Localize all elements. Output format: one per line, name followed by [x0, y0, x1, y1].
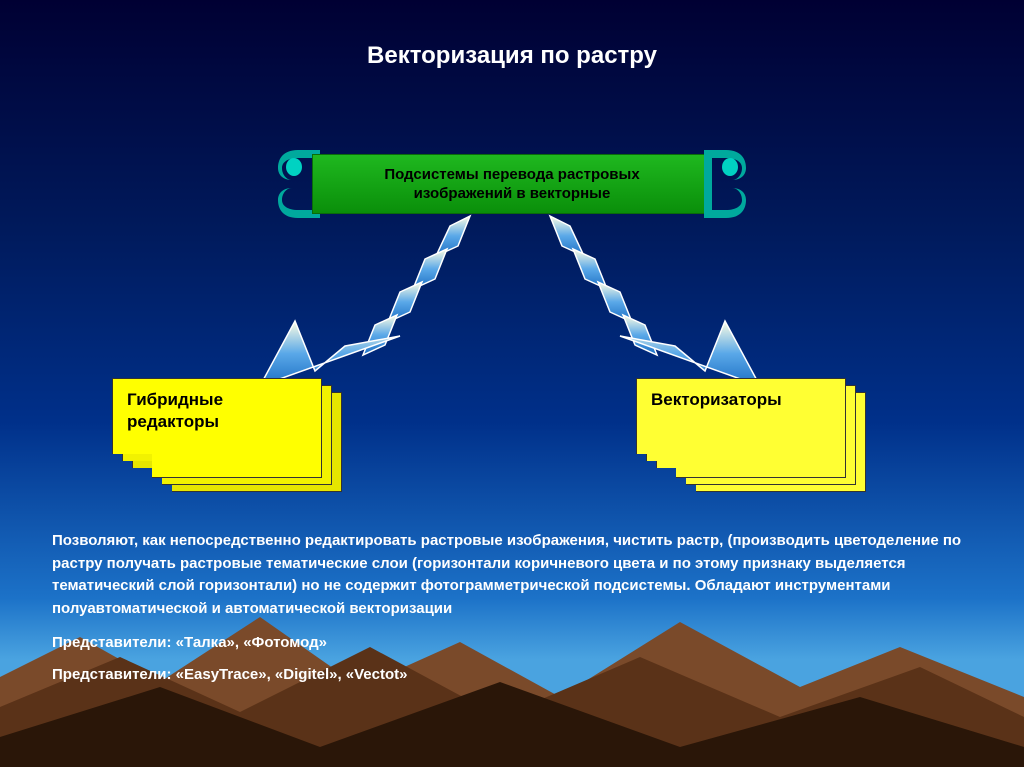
card-left-label: Гибридные редакторы [127, 389, 311, 433]
scroll-cap-right-icon [704, 150, 748, 218]
slide: Векторизация по растру Подсистемы перево… [0, 0, 1024, 767]
scroll-line1: Подсистемы перевода растровых [384, 165, 639, 185]
arrow-right-icon [540, 216, 820, 386]
paragraph-2: Представители: «Талка», «Фотомод» [52, 632, 972, 655]
card-stack-right: Векторизаторы [636, 378, 866, 496]
arrow-left-icon [200, 216, 480, 386]
paragraph-1: Позволяют, как непосредственно редактиро… [52, 530, 972, 620]
card-stack-left: Гибридные редакторы [112, 378, 342, 496]
card-right-label: Векторизаторы [651, 389, 835, 411]
scroll-line2: изображений в векторные [414, 184, 611, 204]
paragraph-3: Представители: «EasyTrace», «Digitel», «… [52, 664, 972, 687]
scroll-body: Подсистемы перевода растровых изображени… [312, 154, 712, 214]
slide-title: Векторизация по растру [0, 42, 1024, 70]
scroll-banner: Подсистемы перевода растровых изображени… [282, 150, 742, 218]
